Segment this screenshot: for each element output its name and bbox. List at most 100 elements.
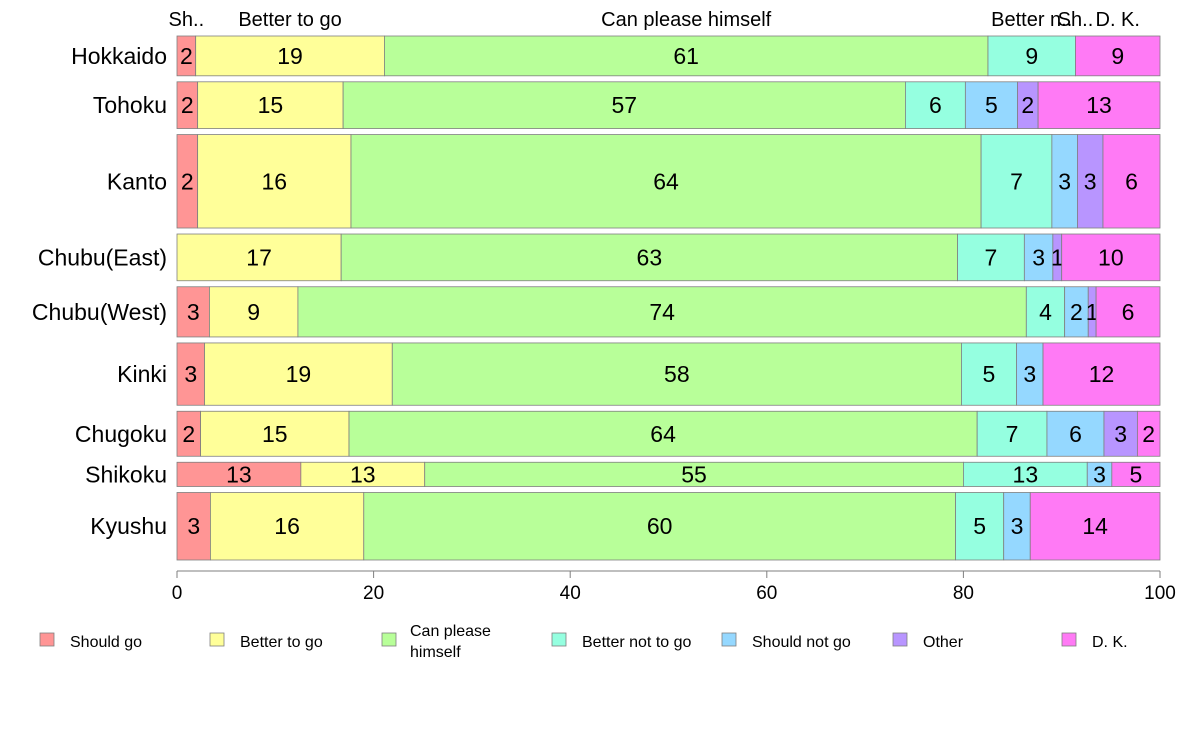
bar-segment	[1102, 134, 1161, 229]
bar-row-chugoku: 2 15 64 7 6 3 2	[176, 410, 1161, 457]
row-label: Kanto	[107, 168, 167, 194]
top-label: D. K.	[1096, 9, 1140, 31]
top-category-labels: Sh.. Better to go Can please himself Better…	[169, 9, 1140, 31]
bar-segment	[200, 410, 350, 457]
data-label: 55	[681, 461, 707, 487]
data-label: 15	[258, 92, 284, 118]
data-label: 2	[181, 168, 194, 194]
bar-row-kinki: 3 19 58 5 3 12	[176, 342, 1161, 406]
x-tick-label: 0	[172, 583, 183, 604]
x-tick-label: 80	[953, 583, 974, 604]
data-label: 74	[649, 299, 675, 325]
legend-swatch	[39, 632, 55, 647]
plot-area: 2 19 61 9 92 15 57 6 5 2 132 16 64 7 3 3 617 63 7 3 1 103 9 74 4…	[176, 35, 1161, 561]
legend-swatch	[551, 632, 567, 647]
data-label: 60	[647, 513, 673, 539]
bar-segment	[1111, 461, 1161, 487]
data-label: 7	[1010, 168, 1023, 194]
top-label: Sh..	[169, 9, 205, 31]
bar-segment	[176, 342, 205, 406]
x-tick-label: 100	[1144, 583, 1176, 604]
data-label: 13	[1013, 461, 1039, 487]
legend-label: Better not to go	[582, 634, 692, 651]
legend-item: Should go	[39, 632, 142, 651]
bar-segment	[964, 81, 1018, 129]
bar-row-kanto: 2 16 64 7 3 3 6	[176, 134, 1161, 229]
bar-segment	[340, 233, 958, 282]
legend-swatch	[381, 632, 397, 647]
bar-segment	[957, 233, 1025, 282]
bar-segment	[1095, 286, 1161, 338]
legend-swatch	[892, 632, 908, 647]
top-label: Sh..	[1058, 9, 1094, 31]
legend-swatch	[721, 632, 737, 647]
bar-segment	[1003, 492, 1031, 561]
x-axis: 0 20 40 60 80 100	[172, 570, 1176, 604]
bar-segment	[342, 81, 906, 129]
bar-segment	[955, 492, 1005, 561]
bar-segment	[210, 492, 365, 561]
bar-segment	[209, 286, 299, 338]
data-label: 5	[1130, 461, 1143, 487]
data-label: 3	[1032, 244, 1045, 270]
data-label: 7	[1006, 421, 1019, 447]
bar-segment	[1037, 81, 1161, 129]
row-label: Chubu(East)	[38, 244, 167, 270]
x-tick-label: 60	[756, 583, 777, 604]
bar-segment	[980, 134, 1053, 229]
legend-label: Better to go	[240, 634, 323, 651]
legend-swatch	[209, 632, 225, 647]
row-label: Kinki	[117, 361, 167, 387]
data-label: 3	[187, 299, 200, 325]
row-label: Hokkaido	[71, 43, 167, 69]
legend-item: Should not go	[721, 632, 851, 651]
bar-segment	[176, 233, 342, 282]
row-label: Shikoku	[85, 461, 167, 487]
data-label: 15	[262, 421, 288, 447]
bar-row-chubu-east: 17 63 7 3 1 10	[176, 233, 1161, 282]
legend-label: Other	[923, 634, 964, 651]
legend: Should go Better to go Can please himself Be…	[39, 623, 1128, 661]
bar-row-hokkaido: 2 19 61 9 9	[176, 35, 1161, 77]
data-label: 2	[180, 43, 193, 69]
legend-label: Can please	[410, 623, 491, 640]
bar-segment	[204, 342, 393, 406]
data-label: 13	[1086, 92, 1112, 118]
bar-row-kyushu: 3 16 60 5 3 14	[176, 492, 1161, 561]
data-label: 6	[1122, 299, 1135, 325]
row-label: Tohoku	[93, 92, 167, 118]
row-label: Chubu(West)	[32, 299, 167, 325]
x-tick-label: 40	[560, 583, 581, 604]
data-label: 1	[1051, 244, 1064, 270]
bar-segment	[1077, 134, 1104, 229]
bar-row-tohoku: 2 15 57 6 5 2 13	[176, 81, 1161, 129]
legend-label: D. K.	[1092, 634, 1128, 651]
bar-row-shikoku: 13 13 55 13 3 5	[176, 461, 1161, 487]
bar-segment	[1103, 410, 1138, 457]
data-label: 7	[985, 244, 998, 270]
bar-segment	[176, 461, 302, 487]
top-label: Better to go	[238, 9, 341, 31]
bar-segment	[1029, 492, 1161, 561]
data-label: 3	[1023, 361, 1036, 387]
legend-label: himself	[410, 644, 461, 661]
data-label: 9	[247, 299, 260, 325]
row-label: Kyushu	[90, 513, 167, 539]
data-label: 6	[929, 92, 942, 118]
data-label: 2	[1021, 92, 1034, 118]
data-label: 12	[1089, 361, 1115, 387]
top-label: Can please himself	[601, 9, 772, 31]
bar-segment	[297, 286, 1027, 338]
row-labels: Hokkaido Tohoku Kanto Chubu(East) Chubu(West…	[32, 43, 167, 539]
bar-segment	[1075, 35, 1161, 77]
bar-segment	[1023, 233, 1054, 282]
data-label: 9	[1025, 43, 1038, 69]
data-label: 5	[973, 513, 986, 539]
data-label: 16	[262, 168, 288, 194]
bar-segment	[1051, 134, 1078, 229]
data-label: 5	[983, 361, 996, 387]
data-label: 13	[350, 461, 376, 487]
data-label: 3	[1114, 421, 1127, 447]
bar-segment	[348, 410, 978, 457]
data-label: 2	[181, 92, 194, 118]
